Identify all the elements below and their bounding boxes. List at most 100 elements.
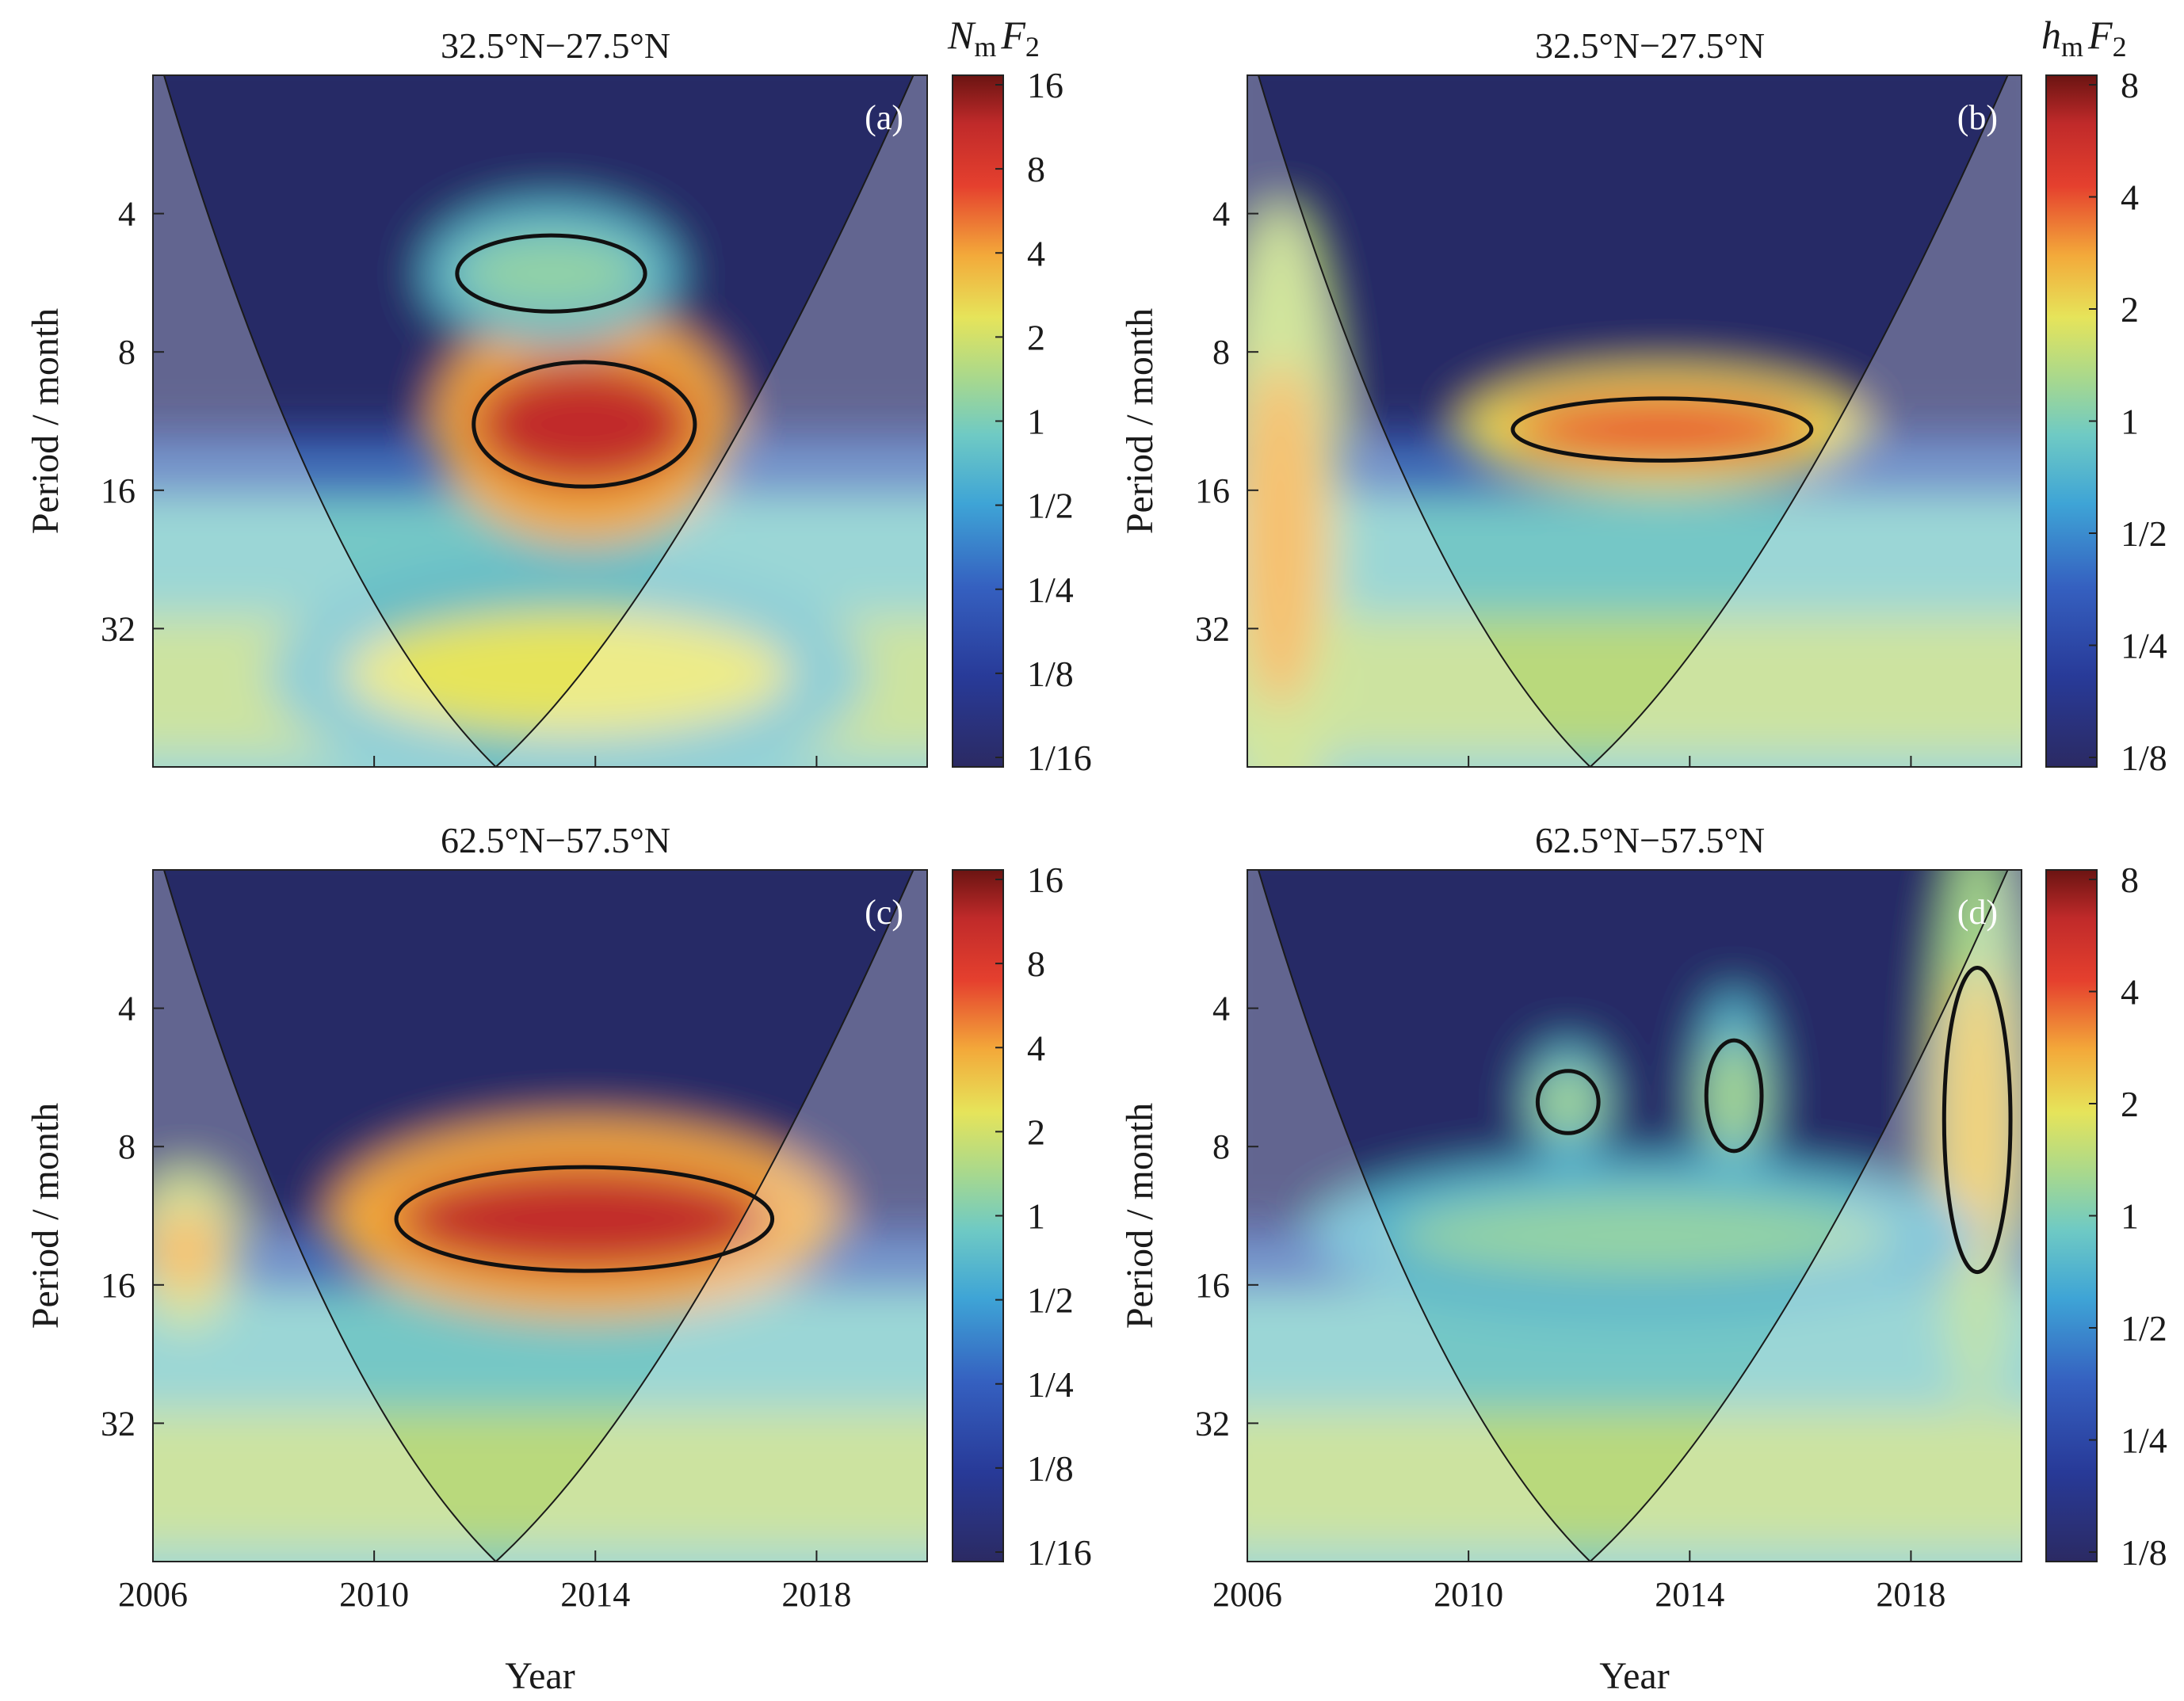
colorbar-tick-label: 4 bbox=[1027, 233, 1045, 273]
significance-contour bbox=[1510, 396, 1814, 463]
panel-letter: (c) bbox=[865, 893, 903, 932]
panel-letter: (b) bbox=[1957, 98, 1998, 137]
panel-letter: (a) bbox=[865, 98, 903, 137]
significance-contour bbox=[472, 360, 697, 489]
colorbar-tick-label: 1 bbox=[2121, 1196, 2139, 1237]
power-field bbox=[153, 75, 927, 767]
x-tick-label: 2010 bbox=[339, 1575, 409, 1614]
colorbar-tick-label: 8 bbox=[2121, 860, 2139, 900]
colorbar-scale bbox=[952, 74, 1004, 768]
y-axis-label: Period / month bbox=[25, 308, 67, 534]
colorbar-tick-label: 1/8 bbox=[2121, 1532, 2167, 1573]
plot-frame bbox=[1247, 869, 2022, 1562]
power-field bbox=[1247, 75, 2022, 767]
y-tick-label: 32 bbox=[101, 609, 136, 648]
feature-core bbox=[1706, 1040, 1762, 1151]
colorbar-tick-label: 1/8 bbox=[1027, 1448, 1074, 1489]
plot-area bbox=[153, 870, 927, 1562]
cone-of-influence-shade bbox=[1247, 75, 2022, 767]
plot-frame bbox=[152, 74, 928, 768]
x-tick-label: 2014 bbox=[1655, 1575, 1724, 1614]
colorbar-tick-label: 8 bbox=[1027, 149, 1045, 189]
y-axis-label: Period / month bbox=[25, 1103, 67, 1329]
panel-title: 62.5°N−57.5°N bbox=[441, 820, 670, 860]
colorbar-tick-label: 2 bbox=[2121, 289, 2139, 330]
plot-area bbox=[1247, 870, 2022, 1562]
colorbar-tick-label: 1/4 bbox=[2121, 626, 2167, 666]
y-tick-label: 8 bbox=[118, 1127, 136, 1166]
significance-contour bbox=[394, 1165, 775, 1273]
significance-contour bbox=[1535, 1069, 1601, 1135]
plot-frame bbox=[1247, 74, 2022, 768]
y-tick-label: 16 bbox=[1195, 471, 1230, 510]
y-tick-label: 4 bbox=[118, 990, 136, 1028]
panel-title: 32.5°N−27.5°N bbox=[441, 25, 670, 66]
colorbar-tick-label: 1 bbox=[2121, 402, 2139, 442]
significance-contour bbox=[1704, 1038, 1764, 1154]
y-tick-label: 8 bbox=[118, 333, 136, 372]
y-tick-label: 4 bbox=[1212, 990, 1230, 1028]
colorbar-scale bbox=[952, 869, 1004, 1562]
feature-core bbox=[1247, 361, 1325, 708]
colorbar-tick-label: 1/16 bbox=[1027, 738, 1092, 778]
feature-core bbox=[1396, 1194, 1895, 1277]
colorbar-title: hm F2 bbox=[2041, 13, 2127, 63]
y-tick-label: 32 bbox=[101, 1404, 136, 1443]
y-tick-label: 4 bbox=[118, 195, 136, 234]
y-tick-label: 4 bbox=[1212, 195, 1230, 234]
colorbar-tick-label: 1/16 bbox=[1027, 1532, 1092, 1573]
colorbar-tick-label: 4 bbox=[2121, 972, 2139, 1013]
y-tick-label: 32 bbox=[1195, 1404, 1230, 1443]
colorbar-tick-label: 1/2 bbox=[2121, 1308, 2167, 1348]
colorbar-tick-label: 1/4 bbox=[1027, 570, 1074, 610]
feature-core bbox=[153, 1209, 225, 1293]
y-tick-label: 8 bbox=[1212, 1127, 1230, 1166]
colorbar-tick-label: 1/2 bbox=[1027, 486, 1074, 526]
colorbar-tick-label: 1/8 bbox=[2121, 738, 2167, 778]
colorbar-tick-label: 16 bbox=[1027, 860, 1063, 900]
colorbar: 16 8 4 2 1 1/2 1/4 1/8 1/16 bbox=[952, 860, 1092, 1573]
feature-core bbox=[473, 362, 695, 487]
colorbar-tick-label: 1/8 bbox=[1027, 654, 1074, 694]
plot-area bbox=[153, 75, 927, 767]
x-tick-label: 2014 bbox=[560, 1575, 630, 1614]
panel-letter: (d) bbox=[1957, 893, 1998, 932]
colorbar: 8 4 2 1 1/2 1/4 1/8 bbox=[2045, 860, 2167, 1573]
colorbar-tick-label: 2 bbox=[2121, 1084, 2139, 1124]
colorbar-tick-label: 1/2 bbox=[2121, 513, 2167, 554]
colorbar-tick-label: 8 bbox=[2121, 65, 2139, 105]
cone-of-influence-shade bbox=[153, 75, 927, 767]
y-axis-label: Period / month bbox=[1119, 1103, 1161, 1329]
colorbar-tick-label: 1 bbox=[1027, 1196, 1045, 1237]
panel-d: 2006 2010 2014 2018 4 8 16 32 62.5°N−57.5°N (d) Pe… bbox=[1119, 820, 2167, 1697]
colorbar-tick-label: 1 bbox=[1027, 402, 1045, 442]
colorbar-tick-label: 2 bbox=[1027, 1112, 1045, 1152]
colorbar-title: Nm F2 bbox=[947, 13, 1040, 63]
significance-contour bbox=[455, 233, 647, 314]
panel-a: 4 8 16 32 32.5°N−27.5°N (a) Period / month 16 8 4… bbox=[25, 13, 1092, 778]
y-tick-label: 32 bbox=[1195, 609, 1230, 648]
y-tick-label: 16 bbox=[101, 471, 136, 510]
colorbar-tick-label: 4 bbox=[2121, 177, 2139, 218]
significance-contour bbox=[1942, 966, 2013, 1275]
x-axis-label: Year bbox=[1599, 1655, 1669, 1697]
panel-b: 4 8 16 32 32.5°N−27.5°N (b) Period / month 8 4 2 1… bbox=[1119, 13, 2167, 778]
feature-core bbox=[1944, 967, 2011, 1272]
colorbar-tick-label: 1/4 bbox=[2121, 1421, 2167, 1461]
x-tick-label: 2006 bbox=[118, 1575, 188, 1614]
y-tick-label: 16 bbox=[101, 1266, 136, 1305]
feature-core bbox=[396, 1167, 773, 1272]
y-axis-label: Period / month bbox=[1119, 308, 1161, 534]
x-tick-label: 2018 bbox=[781, 1575, 851, 1614]
colorbar-scale bbox=[2045, 869, 2098, 1562]
panel-title: 32.5°N−27.5°N bbox=[1535, 25, 1765, 66]
feature-core bbox=[456, 235, 646, 312]
x-tick-label: 2006 bbox=[1212, 1575, 1282, 1614]
cone-of-influence-shade bbox=[153, 870, 927, 1562]
panel-c: 2006 2010 2014 2018 4 8 16 32 62.5°N−57.5°N (c) Pe… bbox=[25, 820, 1092, 1697]
feature-core bbox=[1512, 398, 1812, 461]
feature-core bbox=[346, 611, 789, 736]
plot-frame bbox=[152, 869, 928, 1562]
plot-area bbox=[1247, 75, 2022, 767]
